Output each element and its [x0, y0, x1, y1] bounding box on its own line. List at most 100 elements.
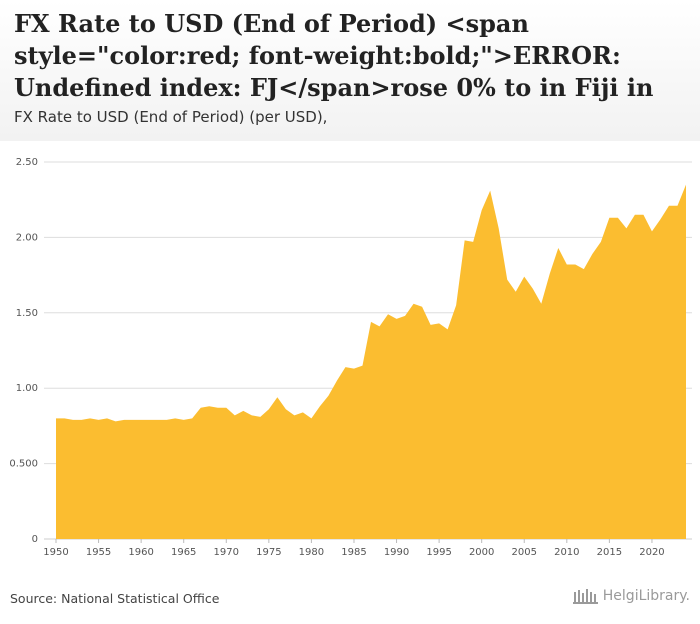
chart-subtitle: FX Rate to USD (End of Period) (per USD)…: [14, 108, 328, 126]
data-point[interactable]: [207, 404, 211, 408]
data-point[interactable]: [114, 419, 118, 423]
data-point[interactable]: [148, 418, 152, 422]
data-point[interactable]: [446, 327, 450, 331]
data-point[interactable]: [437, 321, 441, 325]
x-axis: 1950 1955 1960 1965 1970 1975 1980 1985 1990 1995…: [43, 539, 665, 558]
x-tick-label: 2015: [597, 547, 622, 558]
library-building-icon: [572, 589, 598, 604]
data-point[interactable]: [480, 208, 484, 212]
source-note: Source: National Statistical Office: [10, 591, 220, 606]
data-point[interactable]: [139, 418, 143, 422]
data-point[interactable]: [548, 272, 552, 276]
data-point[interactable]: [378, 324, 382, 328]
data-point[interactable]: [420, 305, 424, 309]
x-tick-label: 2005: [512, 547, 537, 558]
data-point[interactable]: [275, 395, 279, 399]
x-tick-label: 1980: [299, 547, 324, 558]
data-point[interactable]: [318, 404, 322, 408]
data-point[interactable]: [165, 418, 169, 422]
data-point[interactable]: [301, 410, 305, 414]
data-point[interactable]: [156, 418, 160, 422]
x-tick-label: 2000: [469, 547, 494, 558]
data-point[interactable]: [505, 278, 509, 282]
data-point[interactable]: [71, 418, 75, 422]
helgi-library-logo[interactable]: HelgiLibrary.: [572, 588, 690, 604]
data-point[interactable]: [199, 406, 203, 410]
data-point[interactable]: [573, 263, 577, 267]
data-point[interactable]: [131, 418, 135, 422]
data-point[interactable]: [224, 406, 228, 410]
data-point[interactable]: [463, 238, 467, 242]
data-point[interactable]: [105, 416, 109, 420]
data-point[interactable]: [88, 416, 92, 420]
data-point[interactable]: [514, 290, 518, 294]
data-point[interactable]: [624, 226, 628, 230]
data-point[interactable]: [667, 204, 671, 208]
data-point[interactable]: [565, 263, 569, 267]
data-point[interactable]: [658, 217, 662, 221]
x-tick-label: 1985: [341, 547, 366, 558]
y-tick-label: 1.00: [16, 383, 38, 394]
data-point[interactable]: [63, 416, 67, 420]
data-point[interactable]: [616, 216, 620, 220]
data-point[interactable]: [675, 204, 679, 208]
data-point[interactable]: [650, 229, 654, 233]
data-point[interactable]: [122, 418, 126, 422]
data-point[interactable]: [607, 216, 611, 220]
data-point[interactable]: [360, 364, 364, 368]
data-point[interactable]: [241, 409, 245, 413]
data-point[interactable]: [531, 287, 535, 291]
data-point[interactable]: [54, 416, 58, 420]
data-point[interactable]: [292, 413, 296, 417]
data-point[interactable]: [80, 418, 84, 422]
header: FX Rate to USD (End of Period) <span sty…: [0, 0, 700, 141]
data-point[interactable]: [599, 240, 603, 244]
x-tick-label: 1975: [256, 547, 281, 558]
data-point[interactable]: [539, 302, 543, 306]
data-point[interactable]: [326, 394, 330, 398]
data-point[interactable]: [556, 246, 560, 250]
data-point[interactable]: [582, 267, 586, 271]
data-point[interactable]: [641, 213, 645, 217]
data-point[interactable]: [395, 317, 399, 321]
data-point[interactable]: [335, 379, 339, 383]
data-point[interactable]: [497, 226, 501, 230]
data-point[interactable]: [369, 320, 373, 324]
data-point[interactable]: [386, 312, 390, 316]
x-tick-label: 1950: [43, 547, 68, 558]
page-title: FX Rate to USD (End of Period) <span sty…: [14, 9, 654, 102]
data-point[interactable]: [403, 314, 407, 318]
data-point[interactable]: [412, 302, 416, 306]
data-point[interactable]: [429, 323, 433, 327]
x-tick-label: 1990: [384, 547, 409, 558]
data-point[interactable]: [352, 367, 356, 371]
data-point[interactable]: [471, 240, 475, 244]
data-point[interactable]: [284, 407, 288, 411]
data-point[interactable]: [633, 213, 637, 217]
data-point[interactable]: [258, 415, 262, 419]
y-tick-label: 0.500: [9, 459, 38, 470]
data-point[interactable]: [173, 416, 177, 420]
data-point[interactable]: [343, 365, 347, 369]
data-point[interactable]: [522, 275, 526, 279]
data-point[interactable]: [233, 413, 237, 417]
data-point[interactable]: [488, 189, 492, 193]
logo-text: HelgiLibrary.: [602, 588, 690, 604]
x-tick-label: 1965: [171, 547, 196, 558]
y-tick-label: 2.00: [16, 232, 38, 243]
data-point[interactable]: [309, 416, 313, 420]
data-point[interactable]: [250, 413, 254, 417]
data-point[interactable]: [190, 416, 194, 420]
data-point[interactable]: [267, 407, 271, 411]
area-series: [54, 183, 688, 539]
x-tick-label: 1995: [426, 547, 451, 558]
data-point[interactable]: [97, 418, 101, 422]
data-point[interactable]: [684, 183, 688, 187]
data-point[interactable]: [216, 406, 220, 410]
data-point[interactable]: [182, 418, 186, 422]
data-point[interactable]: [590, 252, 594, 256]
data-point[interactable]: [454, 303, 458, 307]
x-tick-label: 2010: [554, 547, 579, 558]
y-tick-label: 0: [32, 534, 38, 545]
